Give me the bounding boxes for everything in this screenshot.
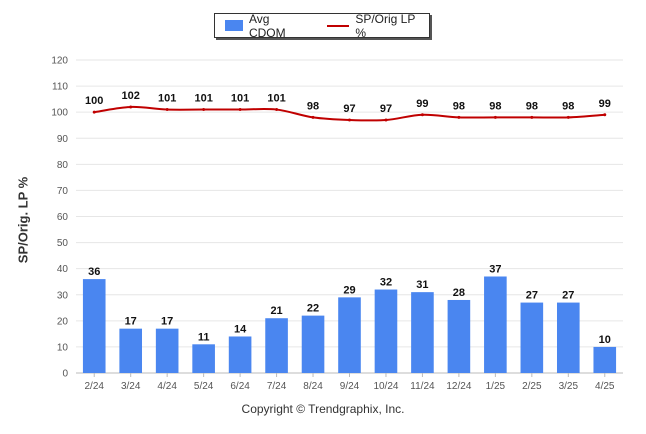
bar-avg-cdom: [265, 318, 288, 373]
bar-value-label: 29: [343, 284, 355, 296]
bar-avg-cdom: [520, 302, 544, 373]
bar-avg-cdom: [82, 279, 106, 373]
line-value-label: 98: [562, 100, 574, 112]
line-value-label: 102: [122, 90, 140, 102]
bar-value-label: 37: [489, 263, 501, 275]
y-tick-label: 90: [57, 134, 69, 145]
y-tick-label: 0: [62, 369, 68, 380]
bar-value-label: 14: [234, 323, 247, 335]
line-point: [603, 113, 607, 117]
line-value-label: 99: [599, 98, 611, 110]
legend-line-swatch: [327, 24, 350, 27]
line-value-label: 98: [526, 100, 538, 112]
line-value-label: 100: [85, 95, 103, 107]
line-point: [457, 115, 461, 119]
line-value-label: 101: [158, 93, 176, 105]
y-tick-label: 80: [57, 160, 69, 171]
bar-value-label: 27: [562, 290, 574, 302]
line-point: [420, 113, 424, 117]
legend-line-label: SP/Orig LP %: [355, 11, 416, 40]
x-tick-label: 7/24: [267, 381, 287, 392]
x-tick-label: 3/24: [121, 381, 141, 392]
line-point: [493, 115, 497, 119]
line-point: [165, 108, 169, 112]
bar-value-label: 17: [125, 316, 137, 328]
y-tick-label: 120: [51, 56, 68, 67]
bar-value-label: 36: [88, 266, 100, 278]
bar-value-label: 22: [307, 303, 319, 315]
bar-value-label: 10: [599, 334, 611, 346]
bar-value-label: 11: [198, 331, 210, 343]
x-tick-label: 2/25: [522, 381, 542, 392]
x-tick-label: 12/24: [446, 381, 471, 392]
bar-avg-cdom: [228, 336, 252, 373]
x-tick-label: 6/24: [230, 381, 250, 392]
bar-avg-cdom: [411, 292, 434, 373]
y-tick-label: 10: [57, 342, 69, 353]
x-tick-label: 4/25: [595, 381, 615, 392]
x-tick-label: 4/24: [157, 381, 177, 392]
bar-avg-cdom: [119, 328, 143, 373]
legend-item-line[interactable]: SP/Orig LP %: [327, 12, 429, 40]
x-tick-label: 8/24: [303, 381, 323, 392]
legend-item-bar[interactable]: Avg CDOM: [225, 12, 309, 40]
bar-avg-cdom: [338, 297, 361, 373]
x-tick-label: 9/24: [340, 381, 360, 392]
y-tick-label: 110: [52, 82, 68, 93]
y-tick-label: 70: [57, 186, 69, 197]
copyright-footer: Copyright © Trendgraphix, Inc.: [241, 402, 405, 416]
x-tick-label: 11/24: [410, 381, 435, 392]
line-value-label: 99: [416, 98, 428, 110]
line-point: [530, 115, 534, 119]
line-value-label: 97: [380, 103, 392, 115]
legend-bar-swatch: [225, 20, 243, 31]
y-tick-label: 20: [57, 316, 69, 327]
line-point: [384, 118, 388, 122]
line-point: [275, 108, 279, 112]
line-value-label: 98: [307, 100, 319, 112]
chart-legend: Avg CDOM SP/Orig LP %: [214, 12, 430, 40]
line-point: [311, 115, 315, 119]
y-tick-label: 50: [57, 238, 69, 249]
bar-avg-cdom: [484, 276, 507, 373]
line-value-label: 101: [194, 93, 212, 105]
line-point: [202, 108, 206, 112]
bar-avg-cdom: [192, 344, 215, 373]
legend-bar-label: Avg CDOM: [248, 11, 286, 40]
line-point: [129, 105, 133, 109]
bar-value-label: 17: [161, 316, 173, 328]
line-value-label: 97: [343, 103, 355, 115]
y-tick-label: 100: [51, 108, 68, 119]
bar-value-label: 21: [270, 305, 282, 317]
line-value-label: 98: [489, 100, 501, 112]
bar-value-label: 28: [453, 287, 465, 299]
y-tick-label: 30: [57, 290, 69, 301]
line-point: [348, 118, 351, 122]
x-tick-label: 3/25: [559, 381, 579, 392]
bar-avg-cdom: [155, 328, 179, 373]
bar-value-label: 27: [526, 290, 538, 302]
x-tick-label: 5/24: [194, 381, 214, 392]
line-value-label: 101: [231, 93, 249, 105]
y-tick-label: 40: [57, 264, 69, 275]
y-tick-label: 60: [57, 212, 69, 223]
x-tick-label: 2/24: [84, 381, 104, 392]
bar-avg-cdom: [374, 289, 398, 373]
line-point: [566, 115, 570, 119]
bar-value-label: 32: [380, 277, 392, 289]
line-point: [238, 108, 242, 112]
line-value-label: 101: [267, 93, 285, 105]
line-point: [92, 110, 96, 114]
bar-avg-cdom: [593, 346, 617, 373]
line-value-label: 98: [453, 100, 465, 112]
x-tick-label: 1/25: [486, 381, 506, 392]
bar-avg-cdom: [447, 299, 471, 373]
x-tick-label: 10/24: [373, 381, 398, 392]
bar-avg-cdom: [301, 315, 325, 373]
bar-value-label: 31: [416, 279, 428, 291]
bar-avg-cdom: [556, 302, 580, 373]
